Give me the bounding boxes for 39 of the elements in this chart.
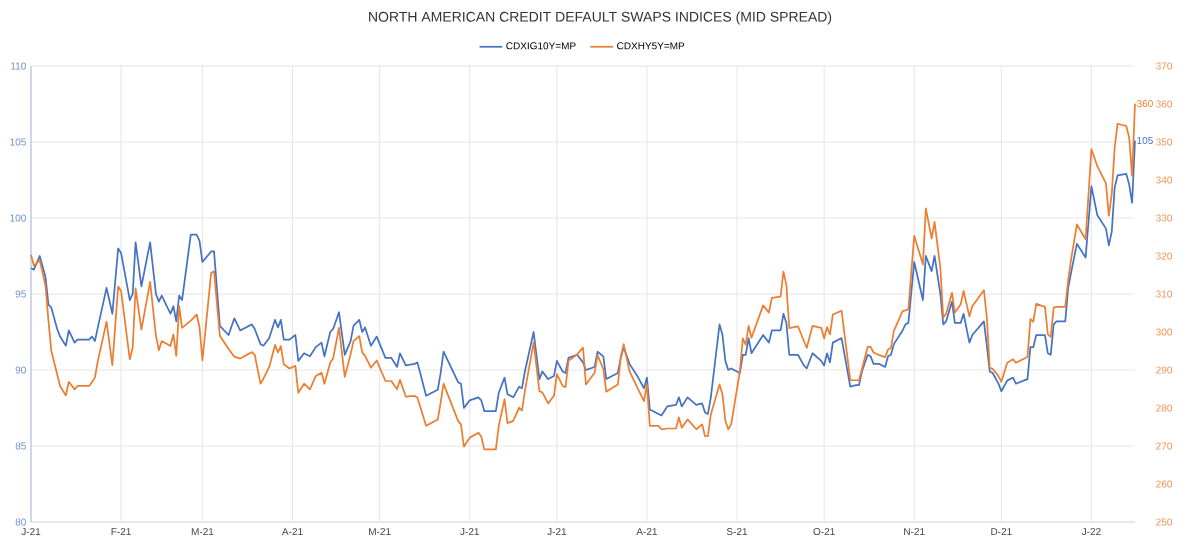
- x-tick-label: J-22: [1081, 528, 1101, 536]
- y2-tick-label: 300: [1156, 328, 1172, 336]
- line-series: [30, 139, 1136, 417]
- y2-tick-label: 260: [1156, 480, 1172, 488]
- y2-tick-label: 290: [1156, 366, 1172, 374]
- y2-tick-label: 310: [1156, 290, 1172, 298]
- chart-title: NORTH AMERICAN CREDIT DEFAULT SWAPS INDICES (MID SPREAD): [369, 11, 832, 25]
- y2-tick-label: 250: [1156, 518, 1172, 526]
- y2-tick-label: 370: [1156, 62, 1172, 70]
- x-tick-label: A-21: [281, 528, 303, 536]
- x-tick-label: M-21: [191, 528, 214, 536]
- y-tick-label: 100: [10, 214, 26, 222]
- y-tick-label: 95: [15, 290, 26, 298]
- legend-label: CDXIG10Y=MP: [506, 42, 576, 50]
- y-tick-label: 90: [15, 366, 26, 374]
- y-tick-label: 85: [15, 442, 26, 450]
- x-tick-label: M-21: [369, 528, 391, 536]
- x-tick-label: J-21: [460, 528, 479, 536]
- x-tick-label: J-21: [21, 528, 41, 536]
- data-label: 360: [1136, 100, 1153, 108]
- x-tick-label: F-21: [111, 528, 131, 536]
- y2-tick-label: 360: [1156, 100, 1172, 108]
- x-tick-label: N-21: [904, 528, 925, 536]
- y2-tick-label: 350: [1156, 138, 1172, 146]
- y-tick-label: 105: [10, 138, 26, 146]
- y-tick-label: 110: [11, 62, 26, 70]
- data-label: 105: [1137, 136, 1153, 145]
- x-tick-label: J-21: [547, 528, 567, 536]
- x-tick-label: D-21: [991, 528, 1012, 536]
- y2-tick-label: 330: [1156, 214, 1172, 222]
- x-tick-label: O-21: [813, 528, 835, 536]
- y2-tick-label: 340: [1156, 176, 1172, 184]
- y-tick-label: 80: [15, 518, 26, 526]
- legend-label: CDXHY5Y=MP: [617, 42, 685, 50]
- y2-tick-label: 270: [1156, 442, 1172, 450]
- x-tick-label: S-21: [726, 528, 748, 536]
- y2-tick-label: 320: [1156, 252, 1172, 260]
- y2-tick-label: 280: [1156, 404, 1172, 412]
- x-tick-label: A-21: [636, 528, 657, 536]
